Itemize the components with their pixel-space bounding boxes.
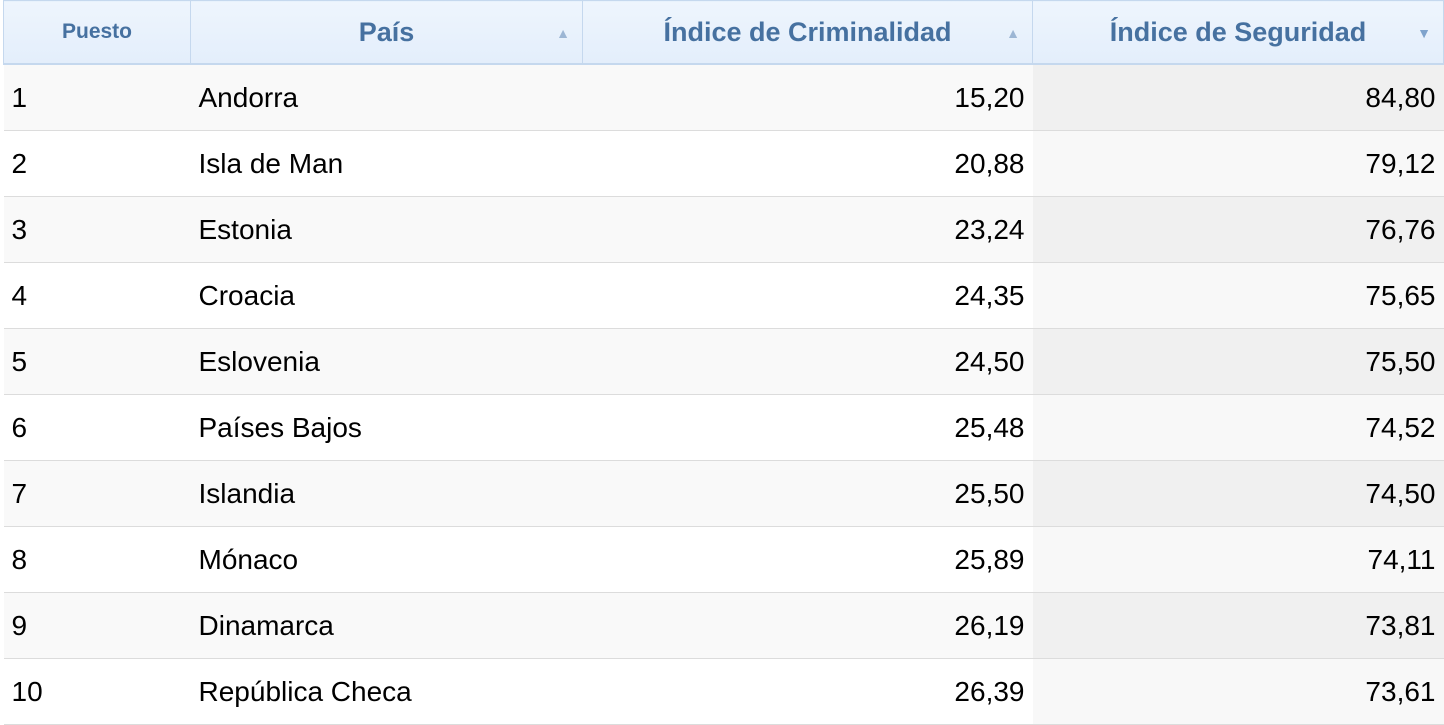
crime-index-cell: 25,48 xyxy=(582,394,1033,461)
rank-cell: 6 xyxy=(3,394,191,461)
sort-ascending-icon[interactable]: ▲ xyxy=(1006,25,1020,41)
rank-cell: 1 xyxy=(3,64,191,131)
crime-index-cell: 25,50 xyxy=(582,460,1033,527)
country-cell: Estonia xyxy=(190,196,583,263)
column-header-criminalidad[interactable]: Índice de Criminalidad ▲ xyxy=(582,0,1033,65)
table-row: 1 Andorra 15,20 84,80 xyxy=(3,64,1444,131)
rank-cell: 9 xyxy=(3,592,191,659)
safety-index-cell: 75,65 xyxy=(1032,262,1444,329)
country-cell: Dinamarca xyxy=(190,592,583,659)
sort-ascending-icon[interactable]: ▲ xyxy=(556,25,570,41)
country-cell: Países Bajos xyxy=(190,394,583,461)
rank-cell: 4 xyxy=(3,262,191,329)
table-row: 6 Países Bajos 25,48 74,52 xyxy=(3,394,1444,461)
crime-index-cell: 26,19 xyxy=(582,592,1033,659)
crime-index-cell: 24,35 xyxy=(582,262,1033,329)
table-row: 5 Eslovenia 24,50 75,50 xyxy=(3,328,1444,395)
table-row: 3 Estonia 23,24 76,76 xyxy=(3,196,1444,263)
rank-cell: 7 xyxy=(3,460,191,527)
crime-index-cell: 15,20 xyxy=(582,64,1033,131)
safety-index-cell: 75,50 xyxy=(1032,328,1444,395)
rank-cell: 8 xyxy=(3,526,191,593)
crime-index-cell: 23,24 xyxy=(582,196,1033,263)
safety-index-cell: 73,81 xyxy=(1032,592,1444,659)
rank-cell: 2 xyxy=(3,130,191,197)
country-cell: República Checa xyxy=(190,658,583,725)
safety-index-cell: 76,76 xyxy=(1032,196,1444,263)
safety-index-cell: 84,80 xyxy=(1032,64,1444,131)
country-cell: Isla de Man xyxy=(190,130,583,197)
country-cell: Eslovenia xyxy=(190,328,583,395)
country-cell: Islandia xyxy=(190,460,583,527)
table-row: 4 Croacia 24,35 75,65 xyxy=(3,262,1444,329)
crime-index-cell: 24,50 xyxy=(582,328,1033,395)
safety-index-cell: 73,61 xyxy=(1032,658,1444,725)
sort-descending-icon[interactable]: ▼ xyxy=(1417,25,1431,41)
crime-index-cell: 26,39 xyxy=(582,658,1033,725)
safety-index-cell: 74,11 xyxy=(1032,526,1444,593)
safety-index-cell: 79,12 xyxy=(1032,130,1444,197)
rank-cell: 10 xyxy=(3,658,191,725)
table-row: 8 Mónaco 25,89 74,11 xyxy=(3,526,1444,593)
country-cell: Andorra xyxy=(190,64,583,131)
crime-index-cell: 25,89 xyxy=(582,526,1033,593)
table-row: 10 República Checa 26,39 73,61 xyxy=(3,658,1444,725)
column-header-pais[interactable]: País ▲ xyxy=(190,0,583,65)
column-header-puesto[interactable]: Puesto xyxy=(3,0,191,65)
rank-cell: 5 xyxy=(3,328,191,395)
table-row: 2 Isla de Man 20,88 79,12 xyxy=(3,130,1444,197)
country-cell: Croacia xyxy=(190,262,583,329)
country-cell: Mónaco xyxy=(190,526,583,593)
safety-index-cell: 74,50 xyxy=(1032,460,1444,527)
crime-index-cell: 20,88 xyxy=(582,130,1033,197)
header-row: Puesto País ▲ Índice de Criminalidad ▲ Índ… xyxy=(3,0,1444,65)
safety-index-cell: 74,52 xyxy=(1032,394,1444,461)
table-row: 7 Islandia 25,50 74,50 xyxy=(3,460,1444,527)
column-header-seguridad[interactable]: Índice de Seguridad ▼ xyxy=(1032,0,1444,65)
table-row: 9 Dinamarca 26,19 73,81 xyxy=(3,592,1444,659)
rank-cell: 3 xyxy=(3,196,191,263)
ranking-table: Puesto País ▲ Índice de Criminalidad ▲ Índ… xyxy=(3,0,1444,725)
